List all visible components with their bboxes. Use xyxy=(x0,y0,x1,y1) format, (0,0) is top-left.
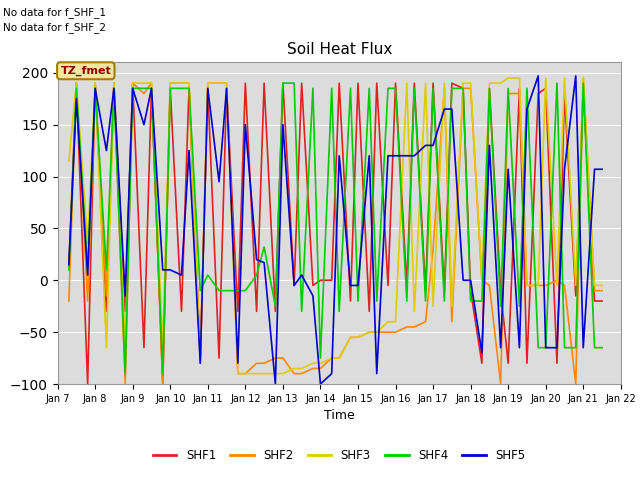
SHF5 xyxy=(467,277,474,283)
SHF3 xyxy=(467,80,474,86)
SHF4 xyxy=(579,80,587,86)
SHF5 xyxy=(271,381,279,387)
SHF1 xyxy=(84,381,92,387)
SHF1 xyxy=(478,360,486,366)
SHF4 xyxy=(204,272,212,278)
SHF2 xyxy=(196,360,204,366)
SHF5 xyxy=(534,73,542,79)
SHF3 xyxy=(185,80,193,86)
SHF1 xyxy=(579,85,587,91)
SHF2 xyxy=(579,75,587,81)
SHF5 xyxy=(598,167,606,172)
SHF4 xyxy=(598,345,606,350)
SHF1 xyxy=(440,288,448,293)
Legend: SHF1, SHF2, SHF3, SHF4, SHF5: SHF1, SHF2, SHF3, SHF4, SHF5 xyxy=(148,444,531,467)
SHF1 xyxy=(534,91,542,96)
Line: SHF1: SHF1 xyxy=(69,83,602,384)
SHF4 xyxy=(196,288,204,293)
SHF2 xyxy=(204,80,212,86)
Line: SHF3: SHF3 xyxy=(69,78,602,373)
Y-axis label: Soil Heat Flux: Soil Heat Flux xyxy=(0,180,4,266)
SHF2 xyxy=(429,246,437,252)
Title: Soil Heat Flux: Soil Heat Flux xyxy=(287,42,392,57)
Line: SHF4: SHF4 xyxy=(69,83,602,373)
SHF5 xyxy=(185,148,193,154)
X-axis label: Time: Time xyxy=(324,409,355,422)
SHF3 xyxy=(534,283,542,288)
SHF4 xyxy=(65,267,73,273)
SHF4 xyxy=(122,371,129,376)
SHF1 xyxy=(204,85,212,91)
SHF5 xyxy=(196,360,204,366)
SHF2 xyxy=(122,381,129,387)
SHF1 xyxy=(598,298,606,304)
SHF3 xyxy=(196,355,204,361)
SHF4 xyxy=(534,345,542,350)
SHF3 xyxy=(234,371,242,376)
SHF2 xyxy=(65,298,73,304)
SHF2 xyxy=(467,85,474,91)
Line: SHF2: SHF2 xyxy=(69,78,602,384)
SHF4 xyxy=(440,298,448,304)
SHF5 xyxy=(523,106,531,112)
SHF2 xyxy=(523,283,531,288)
Text: No data for f_SHF_2: No data for f_SHF_2 xyxy=(3,22,106,33)
SHF1 xyxy=(215,355,223,361)
SHF5 xyxy=(429,143,437,148)
SHF1 xyxy=(72,80,80,86)
SHF5 xyxy=(65,262,73,267)
SHF4 xyxy=(478,298,486,304)
SHF3 xyxy=(579,75,587,81)
SHF4 xyxy=(279,80,287,86)
SHF2 xyxy=(598,288,606,293)
SHF3 xyxy=(65,158,73,164)
Text: No data for f_SHF_1: No data for f_SHF_1 xyxy=(3,7,106,18)
SHF2 xyxy=(572,381,580,387)
Line: SHF5: SHF5 xyxy=(69,76,602,384)
SHF3 xyxy=(598,283,606,288)
Text: TZ_fmet: TZ_fmet xyxy=(60,66,111,76)
SHF3 xyxy=(504,75,512,81)
SHF3 xyxy=(429,303,437,309)
SHF5 xyxy=(579,345,587,350)
SHF1 xyxy=(65,262,73,267)
